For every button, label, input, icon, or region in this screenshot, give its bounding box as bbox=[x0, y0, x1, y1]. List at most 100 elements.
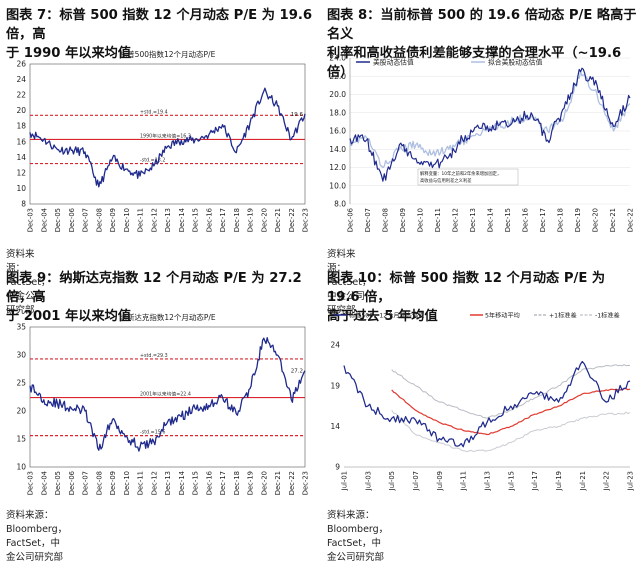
x-tick-label: Dec-06 bbox=[68, 471, 76, 495]
series-line-1 bbox=[349, 71, 631, 169]
x-tick-label: Dec-07 bbox=[364, 208, 372, 232]
series-line-3 bbox=[391, 409, 631, 453]
x-tick-label: Jul-21 bbox=[579, 471, 587, 491]
reference-line-label: +std.=29.3 bbox=[140, 353, 168, 359]
series-line-0 bbox=[343, 360, 631, 448]
x-tick-label: Dec-18 bbox=[557, 208, 565, 232]
x-tick-label: Dec-19 bbox=[247, 471, 255, 495]
legend-label: 拟合美股动态估值 bbox=[488, 58, 543, 67]
x-tick-label: Dec-23 bbox=[302, 471, 310, 495]
series-line bbox=[29, 337, 306, 452]
x-tick-label: Jul-05 bbox=[388, 471, 396, 491]
annotation-line: 高收益与信用利差之义利差 bbox=[420, 177, 472, 184]
chart-nasdaq-pe: 纳斯达克指数12个月动态P/E 10 15 20 25 30 35 Dec-03 Dec-04 D… bbox=[16, 312, 310, 495]
figure-7-source: 资料来源：FactSet，中金公司研究部 bbox=[6, 249, 51, 316]
x-tick-label: Dec-04 bbox=[40, 208, 48, 232]
x-tick-label: Jul-17 bbox=[531, 471, 539, 491]
x-tick-label: Dec-08 bbox=[95, 208, 103, 232]
x-tick-label: Dec-08 bbox=[95, 471, 103, 495]
x-tick-label: Dec-10 bbox=[123, 208, 131, 232]
x-tick-label: Dec-12 bbox=[452, 208, 460, 232]
x-tick-label: Dec-09 bbox=[109, 471, 117, 495]
chart-sp500-5yr-avg: 9 14 19 24 Jul-01 Jul-03 Jul-05 Jul-07 Jul-09 Jul… bbox=[330, 312, 634, 492]
figure-10-title-line-1: 图表 10：标普 500 指数 12 个月动态 P/E 为 19.6 倍， bbox=[327, 271, 606, 305]
x-tick-label: Dec-19 bbox=[247, 208, 255, 232]
x-tick-label: Dec-06 bbox=[347, 208, 355, 232]
x-tick-label: Dec-03 bbox=[27, 208, 35, 232]
x-tick-label: Dec-11 bbox=[137, 471, 145, 495]
y-tick-label: 14.0 bbox=[329, 145, 346, 154]
x-tick-label: Dec-14 bbox=[487, 208, 495, 232]
x-tick-label: Dec-11 bbox=[434, 208, 442, 232]
x-tick-label: Dec-13 bbox=[164, 208, 172, 232]
figure-10-title: 图表 10：标普 500 指数 12 个月动态 P/E 为 19.6 倍， 高于… bbox=[327, 269, 639, 326]
x-tick-label: Dec-20 bbox=[260, 208, 268, 232]
legend-label: 标普500，12个月动态估值 bbox=[349, 312, 424, 320]
x-tick-label: Dec-12 bbox=[150, 208, 158, 232]
series-line-2 bbox=[391, 364, 631, 419]
figure-7-title-line-2: 于 1990 年以来均值 bbox=[6, 46, 132, 61]
x-tick-label: Dec-18 bbox=[233, 471, 241, 495]
x-tick-label: Dec-07 bbox=[82, 471, 90, 495]
x-tick-label: Dec-15 bbox=[192, 471, 200, 495]
reference-line-label: 2001年以来均值=22.4 bbox=[140, 391, 191, 398]
series-line-1 bbox=[391, 388, 631, 436]
x-tick-label: Dec-10 bbox=[417, 208, 425, 232]
y-tick-label: 10 bbox=[16, 184, 26, 193]
y-tick-label: 10.0 bbox=[329, 181, 346, 190]
x-tick-label: Jul-11 bbox=[460, 471, 468, 491]
reference-line-label: 1990年以来均值=16.3 bbox=[140, 132, 191, 139]
series-line bbox=[29, 87, 306, 188]
x-tick-label: Dec-17 bbox=[219, 208, 227, 232]
x-tick-label: Jul-03 bbox=[364, 471, 372, 491]
figure-7-title: 图表 7：标普 500 指数 12 个月动态 P/E 为 19.6 倍，高 于 … bbox=[6, 6, 318, 63]
x-tick-label: Dec-13 bbox=[469, 208, 477, 232]
x-tick-label: Dec-19 bbox=[574, 208, 582, 232]
y-tick-label: 16 bbox=[16, 137, 26, 146]
y-tick-label: 25 bbox=[16, 379, 26, 388]
x-tick-label: Dec-17 bbox=[539, 208, 547, 232]
x-tick-label: Dec-15 bbox=[192, 208, 200, 232]
end-value-label: 19.6 bbox=[291, 112, 304, 118]
x-tick-label: Dec-17 bbox=[219, 471, 227, 495]
figure-8-title-line-1: 图表 8：当前标普 500 的 19.6 倍动态 P/E 略高于名义 bbox=[327, 8, 637, 42]
x-tick-label: Dec-21 bbox=[609, 208, 617, 232]
x-tick-label: Dec-03 bbox=[27, 471, 35, 495]
x-tick-label: Dec-04 bbox=[40, 471, 48, 495]
chart-sp500-pe: 标普500指数12个月动态P/E 8 10 12 14 16 18 20 22 24 26 Dec-0… bbox=[16, 49, 310, 232]
x-tick-label: Jul-19 bbox=[555, 471, 563, 491]
legend-label: +1标准差 bbox=[549, 312, 577, 320]
x-tick-label: Dec-12 bbox=[150, 471, 158, 495]
figure-9-title-line-2: 于 2001 年以来均值 bbox=[6, 309, 132, 324]
y-tick-label: 24 bbox=[330, 341, 340, 350]
x-tick-label: Dec-16 bbox=[205, 471, 213, 495]
y-tick-label: 18 bbox=[16, 122, 26, 131]
x-tick-label: Dec-16 bbox=[522, 208, 530, 232]
chart-title: 纳斯达克指数12个月动态P/E bbox=[119, 312, 216, 322]
x-tick-label: Dec-23 bbox=[302, 208, 310, 232]
y-tick-label: 14 bbox=[16, 153, 26, 162]
figure-9-title: 图表 9：纳斯达克指数 12 个月动态 P/E 为 27.2 倍，高 于 200… bbox=[6, 269, 318, 326]
x-tick-label: Dec-16 bbox=[205, 208, 213, 232]
y-tick-label: 35 bbox=[16, 323, 26, 332]
x-tick-label: Jul-15 bbox=[507, 471, 515, 491]
figure-7-title-line-1: 图表 7：标普 500 指数 12 个月动态 P/E 为 19.6 倍，高 bbox=[6, 8, 313, 42]
y-tick-label: 9 bbox=[335, 463, 340, 472]
y-tick-label: 10 bbox=[16, 463, 26, 472]
y-tick-label: 24.0 bbox=[329, 54, 346, 63]
y-tick-label: 22.0 bbox=[329, 72, 346, 81]
y-tick-label: 12 bbox=[16, 168, 26, 177]
legend-label: 美股动态估值 bbox=[373, 58, 414, 67]
legend-label: -1标准差 bbox=[595, 312, 620, 320]
y-tick-label: 26 bbox=[16, 60, 26, 69]
x-tick-label: Dec-06 bbox=[68, 208, 76, 232]
y-tick-label: 22 bbox=[16, 91, 26, 100]
x-tick-label: Dec-05 bbox=[54, 471, 62, 495]
x-tick-label: Dec-08 bbox=[382, 208, 390, 232]
x-tick-label: Dec-20 bbox=[592, 208, 600, 232]
x-tick-label: Dec-09 bbox=[399, 208, 407, 232]
figure-9-title-line-1: 图表 9：纳斯达克指数 12 个月动态 P/E 为 27.2 倍，高 bbox=[6, 271, 302, 305]
legend-label: 5年移动平均 bbox=[485, 312, 520, 320]
y-tick-label: 15 bbox=[16, 435, 26, 444]
x-tick-label: Jul-07 bbox=[412, 471, 420, 491]
